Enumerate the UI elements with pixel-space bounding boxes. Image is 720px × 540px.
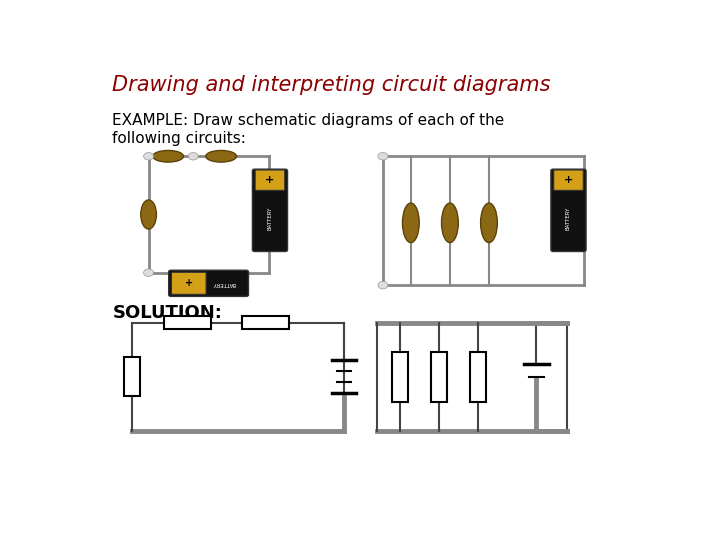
Circle shape — [143, 152, 153, 160]
Ellipse shape — [441, 203, 459, 242]
Text: BATTERY: BATTERY — [212, 281, 235, 286]
Ellipse shape — [153, 151, 184, 162]
Circle shape — [143, 269, 153, 276]
Text: +: + — [564, 175, 573, 185]
FancyBboxPatch shape — [171, 272, 206, 294]
Circle shape — [378, 281, 388, 289]
Text: EXAMPLE: Draw schematic diagrams of each of the: EXAMPLE: Draw schematic diagrams of each… — [112, 113, 505, 127]
Bar — [470, 352, 485, 402]
Circle shape — [188, 152, 198, 160]
Circle shape — [378, 152, 388, 160]
FancyBboxPatch shape — [168, 270, 248, 296]
Ellipse shape — [480, 203, 498, 242]
Text: +: + — [185, 278, 193, 288]
Ellipse shape — [141, 200, 156, 229]
Text: BATTERY: BATTERY — [267, 207, 272, 231]
Bar — [124, 357, 140, 396]
FancyBboxPatch shape — [253, 169, 287, 252]
Text: BATTERY: BATTERY — [566, 207, 571, 231]
FancyBboxPatch shape — [551, 169, 586, 252]
Text: SOLUTION:: SOLUTION: — [112, 304, 222, 322]
Bar — [242, 316, 289, 329]
Ellipse shape — [206, 151, 236, 162]
Bar — [431, 352, 446, 402]
Text: following circuits:: following circuits: — [112, 131, 246, 146]
FancyBboxPatch shape — [255, 170, 284, 191]
FancyBboxPatch shape — [554, 170, 583, 191]
Ellipse shape — [402, 203, 419, 242]
Text: +: + — [266, 175, 274, 185]
Bar — [392, 352, 408, 402]
Bar — [164, 316, 212, 329]
Text: Drawing and interpreting circuit diagrams: Drawing and interpreting circuit diagram… — [112, 75, 551, 95]
